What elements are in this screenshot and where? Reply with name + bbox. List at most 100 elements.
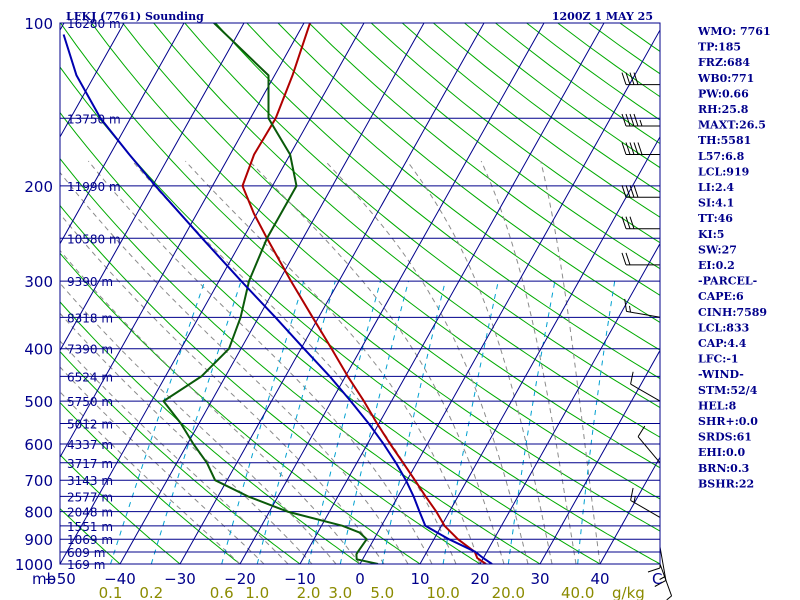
pressure-tick: 1000 [15, 556, 53, 574]
height-label: 8318 m [67, 311, 113, 325]
moist-adiabat [60, 340, 289, 564]
parcel-line [62, 34, 493, 564]
dry-adiabat [91, 23, 660, 500]
height-label: 169 m [67, 558, 105, 572]
height-label: 1069 m [67, 533, 113, 547]
pressure-tick: 500 [24, 393, 53, 411]
mixing-ratio-line [110, 280, 206, 564]
moist-adiabat [132, 160, 457, 564]
temperature-tick: 0 [355, 570, 365, 588]
mixing-ratio-tick: 5.0 [370, 584, 394, 600]
pressure-unit: mb [32, 570, 56, 588]
pressure-tick: 300 [24, 273, 53, 291]
moist-adiabat [406, 160, 553, 564]
index-line: EI:0.2 [698, 259, 735, 272]
mixing-ratio-tick: 1.0 [245, 584, 269, 600]
index-line: -PARCEL- [698, 275, 757, 288]
temperature-tick: 20 [470, 570, 489, 588]
mixing-ratio-axis: 0.1 0.2 0.6 1.0 2.0 3.0 5.0 10.0 20.0 40.0 [99, 584, 595, 600]
index-line: WB0:771 [697, 72, 754, 85]
moist-adiabat [249, 160, 505, 564]
index-line: LCL:833 [698, 321, 749, 334]
mixing-ratio-line [339, 280, 409, 564]
height-label: 4337 m [67, 438, 113, 452]
height-label: 1551 m [67, 520, 113, 534]
pressure-tick: 600 [24, 436, 53, 454]
index-line: SI:4.1 [698, 197, 734, 210]
height-label: 5012 m [67, 418, 113, 432]
temperature-tick: 30 [530, 570, 549, 588]
height-label: 11990 m [67, 180, 121, 194]
moist-adiabat [88, 160, 433, 564]
index-line: PW:0.66 [698, 87, 749, 100]
temperature-unit: C [652, 570, 662, 588]
index-line: CAPE:6 [698, 290, 744, 303]
wind-barbs [621, 72, 673, 600]
dry-adiabat [557, 23, 660, 98]
isotherm [60, 23, 365, 564]
index-line: STM:52/4 [698, 384, 758, 397]
wind-barb [621, 185, 660, 198]
pressure-tick: 900 [24, 531, 53, 549]
wind-barb [630, 487, 661, 518]
height-labels: 16280 m 13750 m 11990 m 10580 m 9390 m 8318 m… [67, 17, 121, 572]
wind-barb [659, 563, 673, 600]
temperature-tick: −20 [224, 570, 256, 588]
wind-barb [621, 113, 660, 127]
isotherm [419, 135, 660, 564]
temperature-tick: −30 [164, 570, 196, 588]
index-line: BRN:0.3 [698, 462, 749, 475]
mixing-ratio-line [442, 280, 499, 564]
index-line: TP:185 [698, 41, 741, 54]
height-label: 609 m [67, 546, 105, 560]
mixing-ratio-unit: g/kg [612, 584, 645, 600]
isotherm [599, 456, 660, 564]
index-line: HEL:8 [698, 399, 737, 412]
mixing-ratio-tick: 10.0 [426, 584, 459, 600]
moist-adiabat [60, 391, 241, 564]
index-line: RH:25.8 [698, 103, 749, 116]
wind-barb [621, 252, 660, 266]
isotherm [239, 23, 545, 564]
pressure-tick: 200 [24, 178, 53, 196]
index-line: BSHR:22 [698, 477, 754, 490]
chart-time: 1200Z 1 MAY 25 [552, 10, 653, 23]
wind-barb [630, 371, 661, 402]
height-label: 3143 m [67, 474, 113, 488]
moist-adiabat [60, 366, 265, 564]
moist-adiabat [480, 160, 577, 564]
mixing-ratio-line [221, 280, 305, 564]
wind-barb [621, 216, 660, 230]
pressure-tick: 700 [24, 472, 53, 490]
moist-adiabat [60, 312, 313, 564]
pressure-tick: 400 [24, 341, 53, 359]
temperature-tick: 40 [590, 570, 609, 588]
index-line: WMO: 7761 [697, 25, 771, 38]
temperature-line [241, 23, 487, 564]
isotherm [0, 23, 4, 564]
index-line: SW:27 [698, 243, 737, 256]
index-line: TH:5581 [698, 134, 751, 147]
isotherm [359, 29, 660, 564]
isotherm [60, 23, 305, 459]
index-line: LCL:919 [698, 165, 749, 178]
isotherm [60, 23, 125, 138]
height-label: 2048 m [67, 506, 113, 520]
moist-adiabats [60, 160, 601, 564]
chart-title: LFKJ (7761) Sounding [66, 10, 204, 23]
dry-adiabat [60, 23, 660, 532]
wind-barb [624, 298, 661, 318]
index-line: LI:2.4 [698, 181, 734, 194]
isotherm [479, 242, 660, 564]
wind-barb [637, 425, 661, 464]
height-label: 2577 m [67, 490, 113, 504]
mixing-ratio-tick: 0.1 [99, 584, 123, 600]
dewpoint-line [162, 23, 379, 564]
mixing-ratio-line [577, 281, 616, 564]
mixing-ratio-tick: 40.0 [561, 584, 594, 600]
height-label: 13750 m [67, 112, 121, 126]
dry-adiabats [60, 23, 660, 564]
height-label: 3717 m [67, 457, 113, 471]
isotherm [179, 23, 485, 564]
dry-adiabat [495, 23, 660, 145]
